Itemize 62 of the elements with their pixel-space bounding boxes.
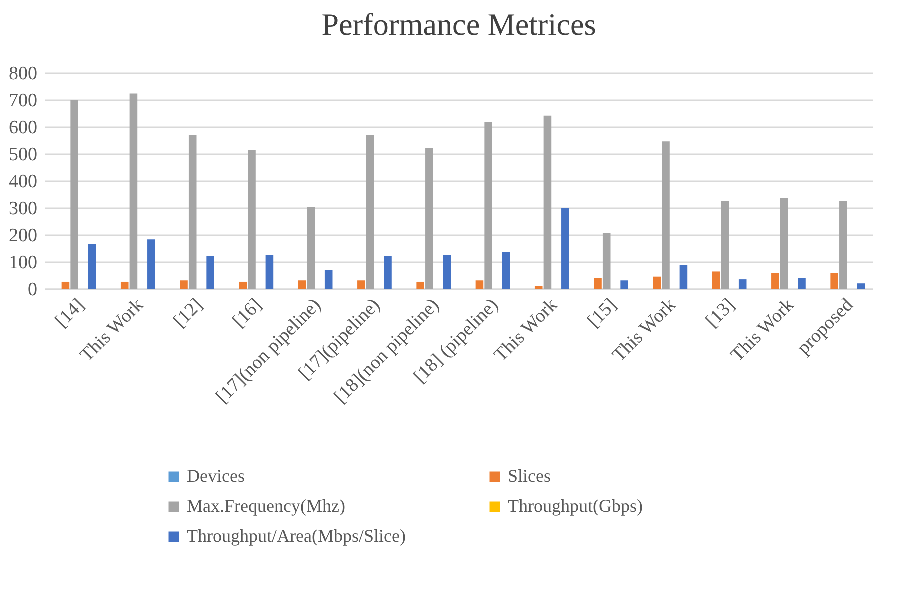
x-tick-label: [12] — [170, 294, 207, 332]
bar — [416, 282, 424, 289]
y-tick-label: 0 — [28, 280, 38, 300]
bar — [562, 208, 570, 289]
legend-label: Throughput/Area(Mbps/Slice) — [187, 526, 406, 546]
bar — [772, 273, 780, 289]
bar — [298, 280, 306, 289]
bar — [680, 266, 688, 289]
bar — [653, 276, 662, 289]
bar — [620, 280, 628, 289]
bar — [476, 280, 484, 289]
bar — [602, 233, 611, 289]
bar — [594, 278, 602, 289]
y-tick-label: 500 — [9, 144, 38, 166]
bar — [443, 254, 452, 289]
bar — [307, 207, 316, 289]
legend-label: Throughput(Gbps) — [508, 496, 643, 516]
bar — [206, 256, 214, 289]
bar — [70, 100, 78, 289]
bar — [798, 278, 806, 289]
chart-title: Performance Metrices — [322, 7, 596, 42]
legend-label: Max.Frequency(Mhz) — [187, 496, 346, 516]
bar — [830, 273, 838, 289]
legend-label: Slices — [508, 466, 551, 486]
bar — [130, 94, 138, 289]
bar — [188, 135, 197, 289]
bar — [544, 116, 552, 289]
bar — [502, 252, 510, 289]
y-tick-label: 100 — [9, 252, 38, 274]
x-tick-label: [13] — [702, 294, 740, 332]
bar — [857, 284, 866, 289]
bar — [180, 280, 188, 289]
bar — [248, 150, 256, 289]
bar — [426, 148, 434, 289]
x-tick-label: [15] — [584, 294, 621, 332]
y-tick-label: 800 — [9, 64, 38, 84]
bar — [780, 198, 788, 289]
bar — [358, 280, 366, 289]
legend-label: Devices — [187, 466, 245, 486]
bar — [366, 135, 374, 289]
bar — [120, 282, 129, 289]
bar — [324, 270, 333, 289]
bar — [239, 282, 248, 289]
y-tick-label: 300 — [9, 198, 38, 220]
y-tick-label: 600 — [9, 118, 38, 138]
bar — [840, 200, 848, 289]
y-tick-label: 200 — [9, 226, 38, 246]
bar — [148, 240, 156, 289]
bar — [484, 122, 492, 289]
x-tick-label: [16] — [228, 294, 266, 332]
x-tick-label: [14] — [51, 294, 89, 332]
bar — [662, 142, 670, 289]
bar — [62, 282, 70, 289]
bar — [384, 256, 392, 289]
bar — [712, 272, 720, 289]
bar — [266, 254, 274, 289]
bar — [534, 286, 543, 289]
bar — [738, 280, 747, 289]
y-tick-label: 700 — [9, 90, 38, 112]
y-tick-label: 400 — [9, 172, 38, 192]
bar — [721, 200, 730, 289]
bar — [88, 244, 96, 289]
